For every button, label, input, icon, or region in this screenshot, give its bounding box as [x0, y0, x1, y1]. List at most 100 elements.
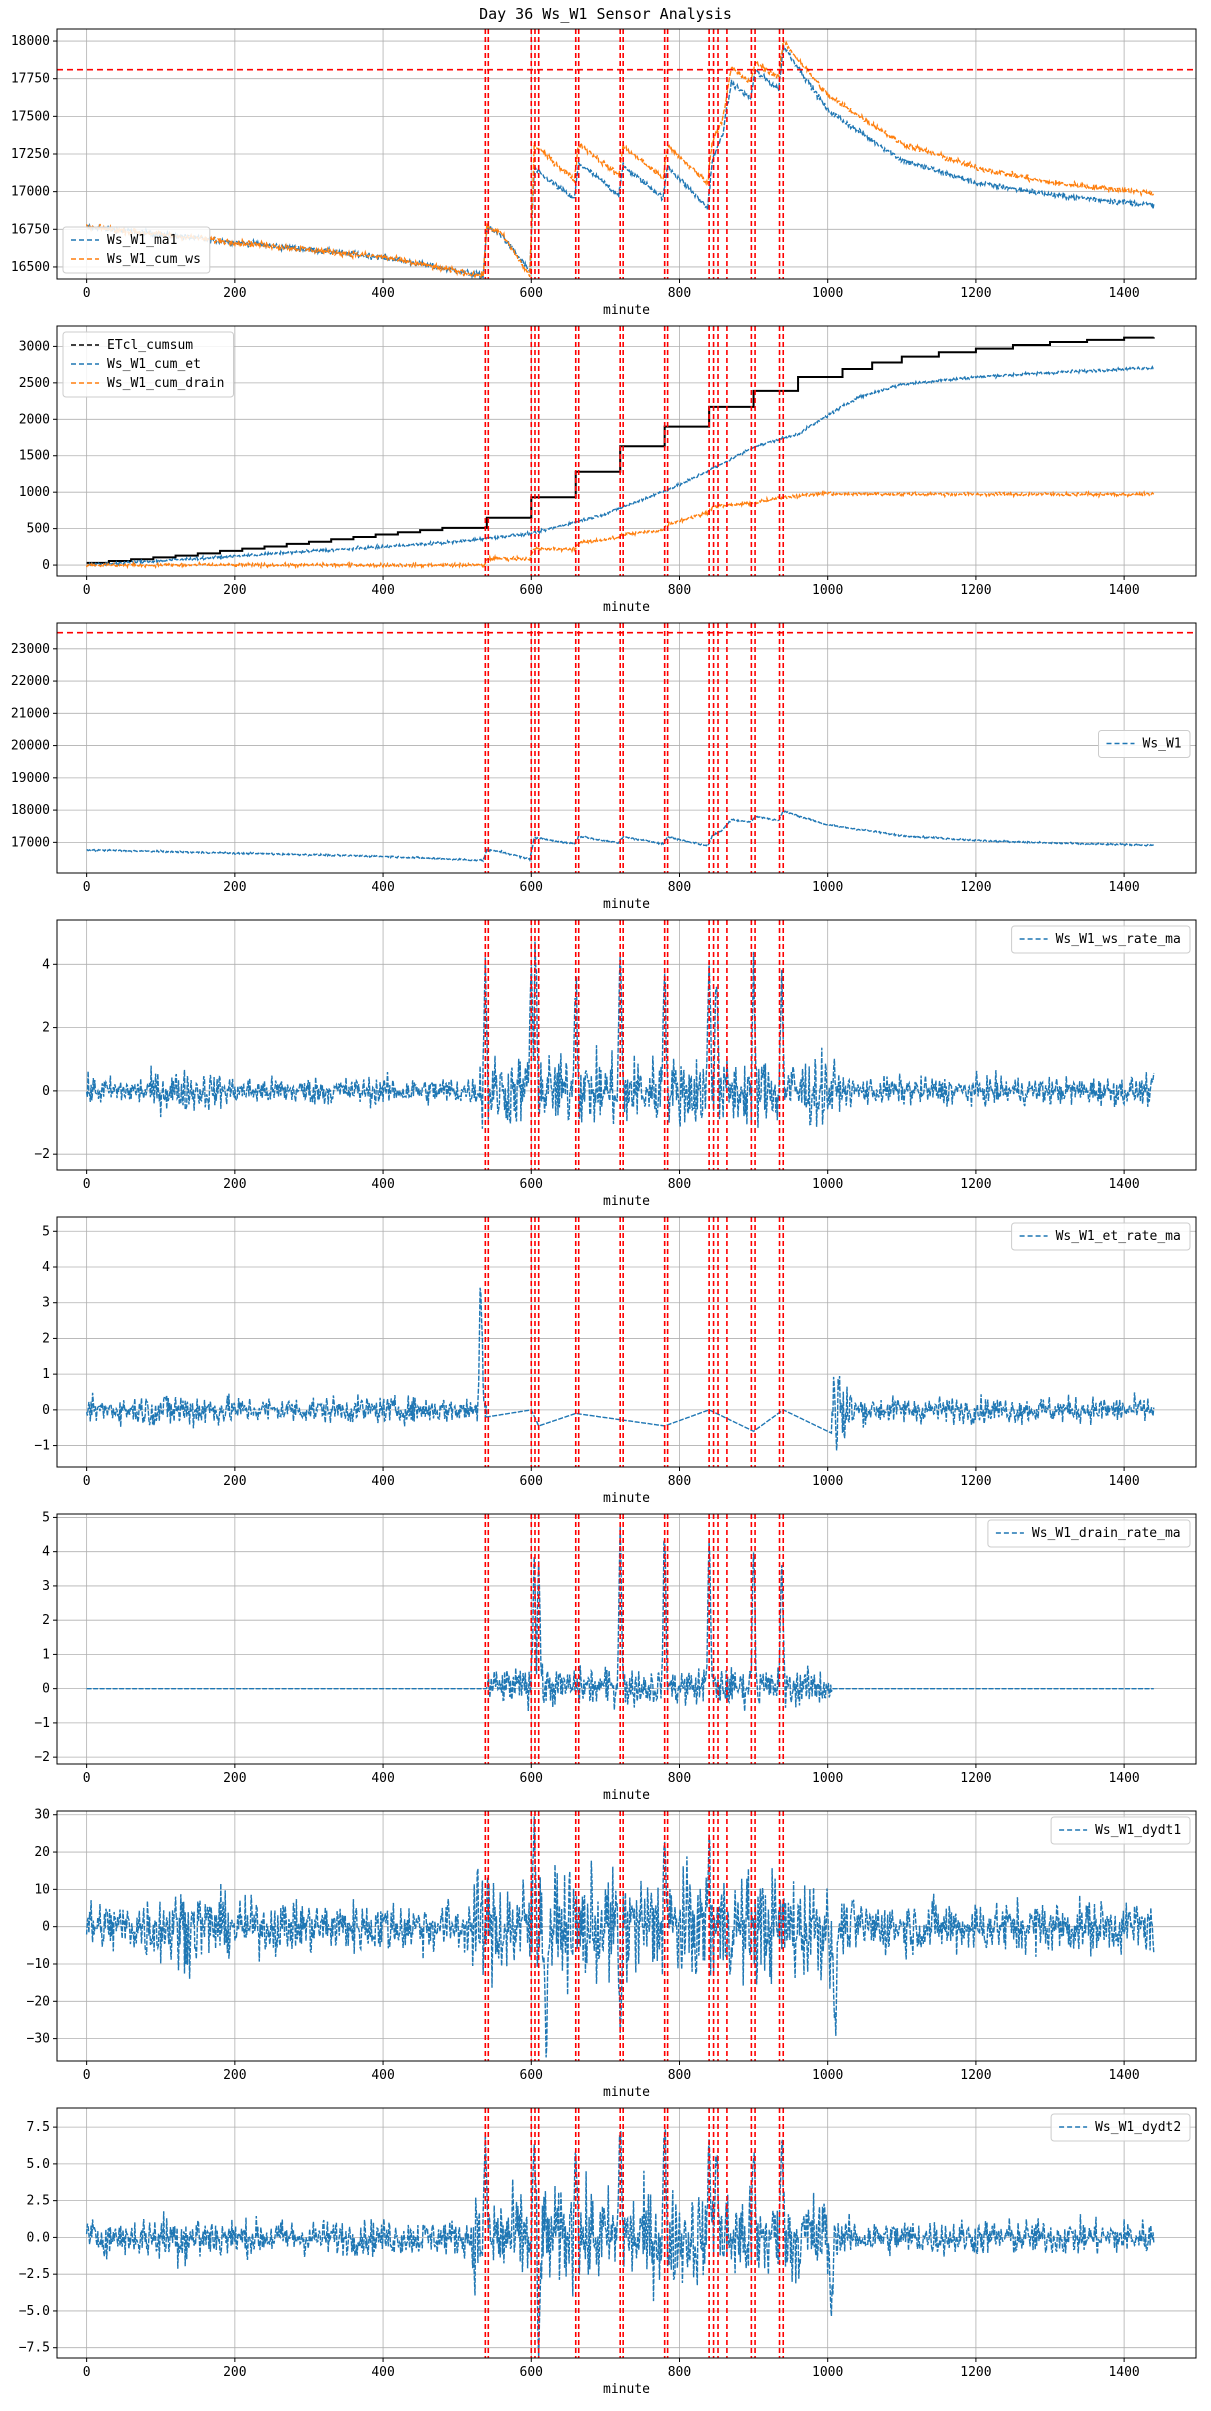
- y-tick-label: 5: [42, 1510, 50, 1525]
- plot-area: [85, 2108, 1155, 2358]
- y-tick-label: 2500: [19, 376, 50, 391]
- x-tick-label: 200: [223, 583, 246, 598]
- y-tick-label: 16750: [11, 222, 50, 237]
- subplot-et-rate: 0 200 400 600 800 1000 1200 1400 −1 0 1 2 3 4 5 minute W…: [0, 1213, 1211, 1509]
- figure-title: Day 36 Ws_W1 Sensor Analysis: [479, 5, 732, 23]
- x-tick-label: 1000: [812, 2068, 843, 2083]
- legend-entry: Ws_W1_ma1: [107, 233, 177, 248]
- x-tick-label: 1000: [812, 2365, 843, 2380]
- grid: [57, 1217, 1196, 1467]
- x-tick-label: 0: [83, 1177, 91, 1192]
- x-tick-label: 400: [371, 1771, 394, 1786]
- legend: Ws_W1_ma1 Ws_W1_cum_ws: [62, 226, 211, 274]
- y-tick-label: 0: [42, 1920, 50, 1935]
- y-tick-label: 18000: [11, 34, 50, 49]
- x-axis-label: minute: [603, 1491, 650, 1506]
- y-tick-label: 17000: [11, 185, 50, 200]
- y-tick-label: 10: [34, 1882, 50, 1897]
- y-tick-label: 0: [42, 558, 50, 573]
- legend-entry: Ws_W1_cum_et: [107, 357, 201, 372]
- x-tick-label: 1200: [960, 1177, 991, 1192]
- legend-entry: Ws_W1_drain_rate_ma: [1032, 1526, 1181, 1541]
- y-tick-label: 1000: [19, 485, 50, 500]
- x-tick-label: 800: [668, 2068, 691, 2083]
- y-tick-label: 0.0: [27, 2230, 50, 2245]
- legend-box: [62, 331, 234, 398]
- y-tick-label: 4: [42, 1260, 50, 1275]
- x-tick-label: 0: [83, 1771, 91, 1786]
- grid: [57, 29, 1196, 279]
- axes-frame: [56, 1513, 1197, 1765]
- series-line-Ws_W1_cum_et: [86, 365, 1155, 568]
- x-axis-label: minute: [603, 1194, 650, 1209]
- grid: [57, 1514, 1196, 1764]
- x-tick-label: 600: [520, 583, 543, 598]
- subplot-dydt2: 0 200 400 600 800 1000 1200 1400 −7.5 −5.0 −2.5 0.0…: [0, 2104, 1211, 2400]
- series-line-Ws_W1_dydt2: [85, 2128, 1155, 2357]
- plot-area: [85, 326, 1155, 576]
- subplot-cumulative-series: 0 200 400 600 800 1000 1200 1400 0 500 1000 1500 200…: [0, 322, 1211, 618]
- x-tick-label: 1400: [1108, 2365, 1139, 2380]
- legend-entry: Ws_W1_cum_drain: [107, 376, 224, 391]
- legend-entry: Ws_W1_ws_rate_ma: [1056, 932, 1181, 947]
- series-line-Ws_W1_dydt1: [85, 1816, 1155, 2058]
- x-axis-label: minute: [603, 897, 650, 912]
- y-tick-label: 16500: [11, 260, 50, 275]
- x-tick-label: 400: [371, 1474, 394, 1489]
- x-tick-label: 1200: [960, 286, 991, 301]
- x-axis-label: minute: [603, 2382, 650, 2397]
- y-tick-label: 3: [42, 1296, 50, 1311]
- x-tick-label: 800: [668, 880, 691, 895]
- x-tick-label: 600: [520, 880, 543, 895]
- y-tick-label: 2: [42, 1021, 50, 1036]
- plot-area: [85, 1811, 1155, 2061]
- y-tick-label: 30: [34, 1808, 50, 1823]
- y-tick-label: 0: [42, 1403, 50, 1418]
- y-tick-label: −20: [27, 1994, 50, 2009]
- x-tick-label: 600: [520, 2365, 543, 2380]
- x-tick-label: 200: [223, 2068, 246, 2083]
- legend-entry: ETcl_cumsum: [107, 338, 193, 353]
- plot-area: [85, 920, 1155, 1170]
- x-axis-label: minute: [603, 1788, 650, 1803]
- y-tick-label: 4: [42, 957, 50, 972]
- x-tick-label: 600: [520, 1177, 543, 1192]
- y-tick-label: 1: [42, 1367, 50, 1382]
- x-tick-label: 1200: [960, 583, 991, 598]
- x-tick-label: 200: [223, 1177, 246, 1192]
- x-tick-label: 0: [83, 880, 91, 895]
- x-tick-label: 0: [83, 2068, 91, 2083]
- x-tick-label: 1400: [1108, 880, 1139, 895]
- x-tick-label: 800: [668, 2365, 691, 2380]
- y-tick-label: 7.5: [27, 2120, 50, 2135]
- x-axis-label: minute: [603, 2085, 650, 2100]
- x-tick-label: 0: [83, 286, 91, 301]
- x-tick-label: 0: [83, 2365, 91, 2380]
- series-line-Ws_W1_cum_drain: [85, 489, 1155, 570]
- y-tick-label: −1: [34, 1439, 50, 1454]
- x-tick-label: 800: [668, 1771, 691, 1786]
- series-line-ETcl_cumsum: [86, 336, 1155, 564]
- y-tick-label: 23000: [11, 642, 50, 657]
- x-tick-label: 800: [668, 286, 691, 301]
- plot-area: [85, 1217, 1155, 1467]
- x-tick-label: 1200: [960, 2365, 991, 2380]
- y-tick-label: 4: [42, 1545, 50, 1560]
- series-line-Ws_W1: [86, 809, 1155, 863]
- legend-entry: Ws_W1_dydt1: [1095, 1823, 1181, 1838]
- legend: Ws_W1_et_rate_ma: [1011, 1222, 1191, 1251]
- y-tick-label: 21000: [11, 706, 50, 721]
- x-tick-label: 1400: [1108, 2068, 1139, 2083]
- legend-box: [1098, 730, 1191, 758]
- axes-frame: [56, 919, 1197, 1171]
- x-tick-label: 0: [83, 1474, 91, 1489]
- legend-entry: Ws_W1_dydt2: [1095, 2120, 1181, 2135]
- x-tick-label: 1400: [1108, 1474, 1139, 1489]
- legend-box: [1050, 2113, 1191, 2142]
- y-tick-label: 3: [42, 1579, 50, 1594]
- legend: Ws_W1_dydt1: [1050, 1816, 1191, 1845]
- legend: Ws_W1: [1098, 730, 1191, 758]
- x-tick-label: 0: [83, 583, 91, 598]
- y-tick-label: 17250: [11, 147, 50, 162]
- legend-entry: Ws_W1_cum_ws: [107, 252, 201, 267]
